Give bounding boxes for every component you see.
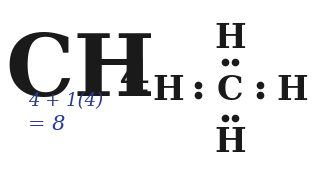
Text: H: H [214, 21, 246, 55]
Text: H: H [152, 73, 184, 107]
Text: H: H [214, 125, 246, 159]
Text: H: H [276, 73, 308, 107]
Text: 4 + 1(4): 4 + 1(4) [28, 92, 103, 110]
Text: 4: 4 [118, 58, 149, 101]
Text: C: C [217, 73, 243, 107]
Text: CH: CH [5, 30, 155, 114]
Text: = 8: = 8 [28, 115, 65, 134]
